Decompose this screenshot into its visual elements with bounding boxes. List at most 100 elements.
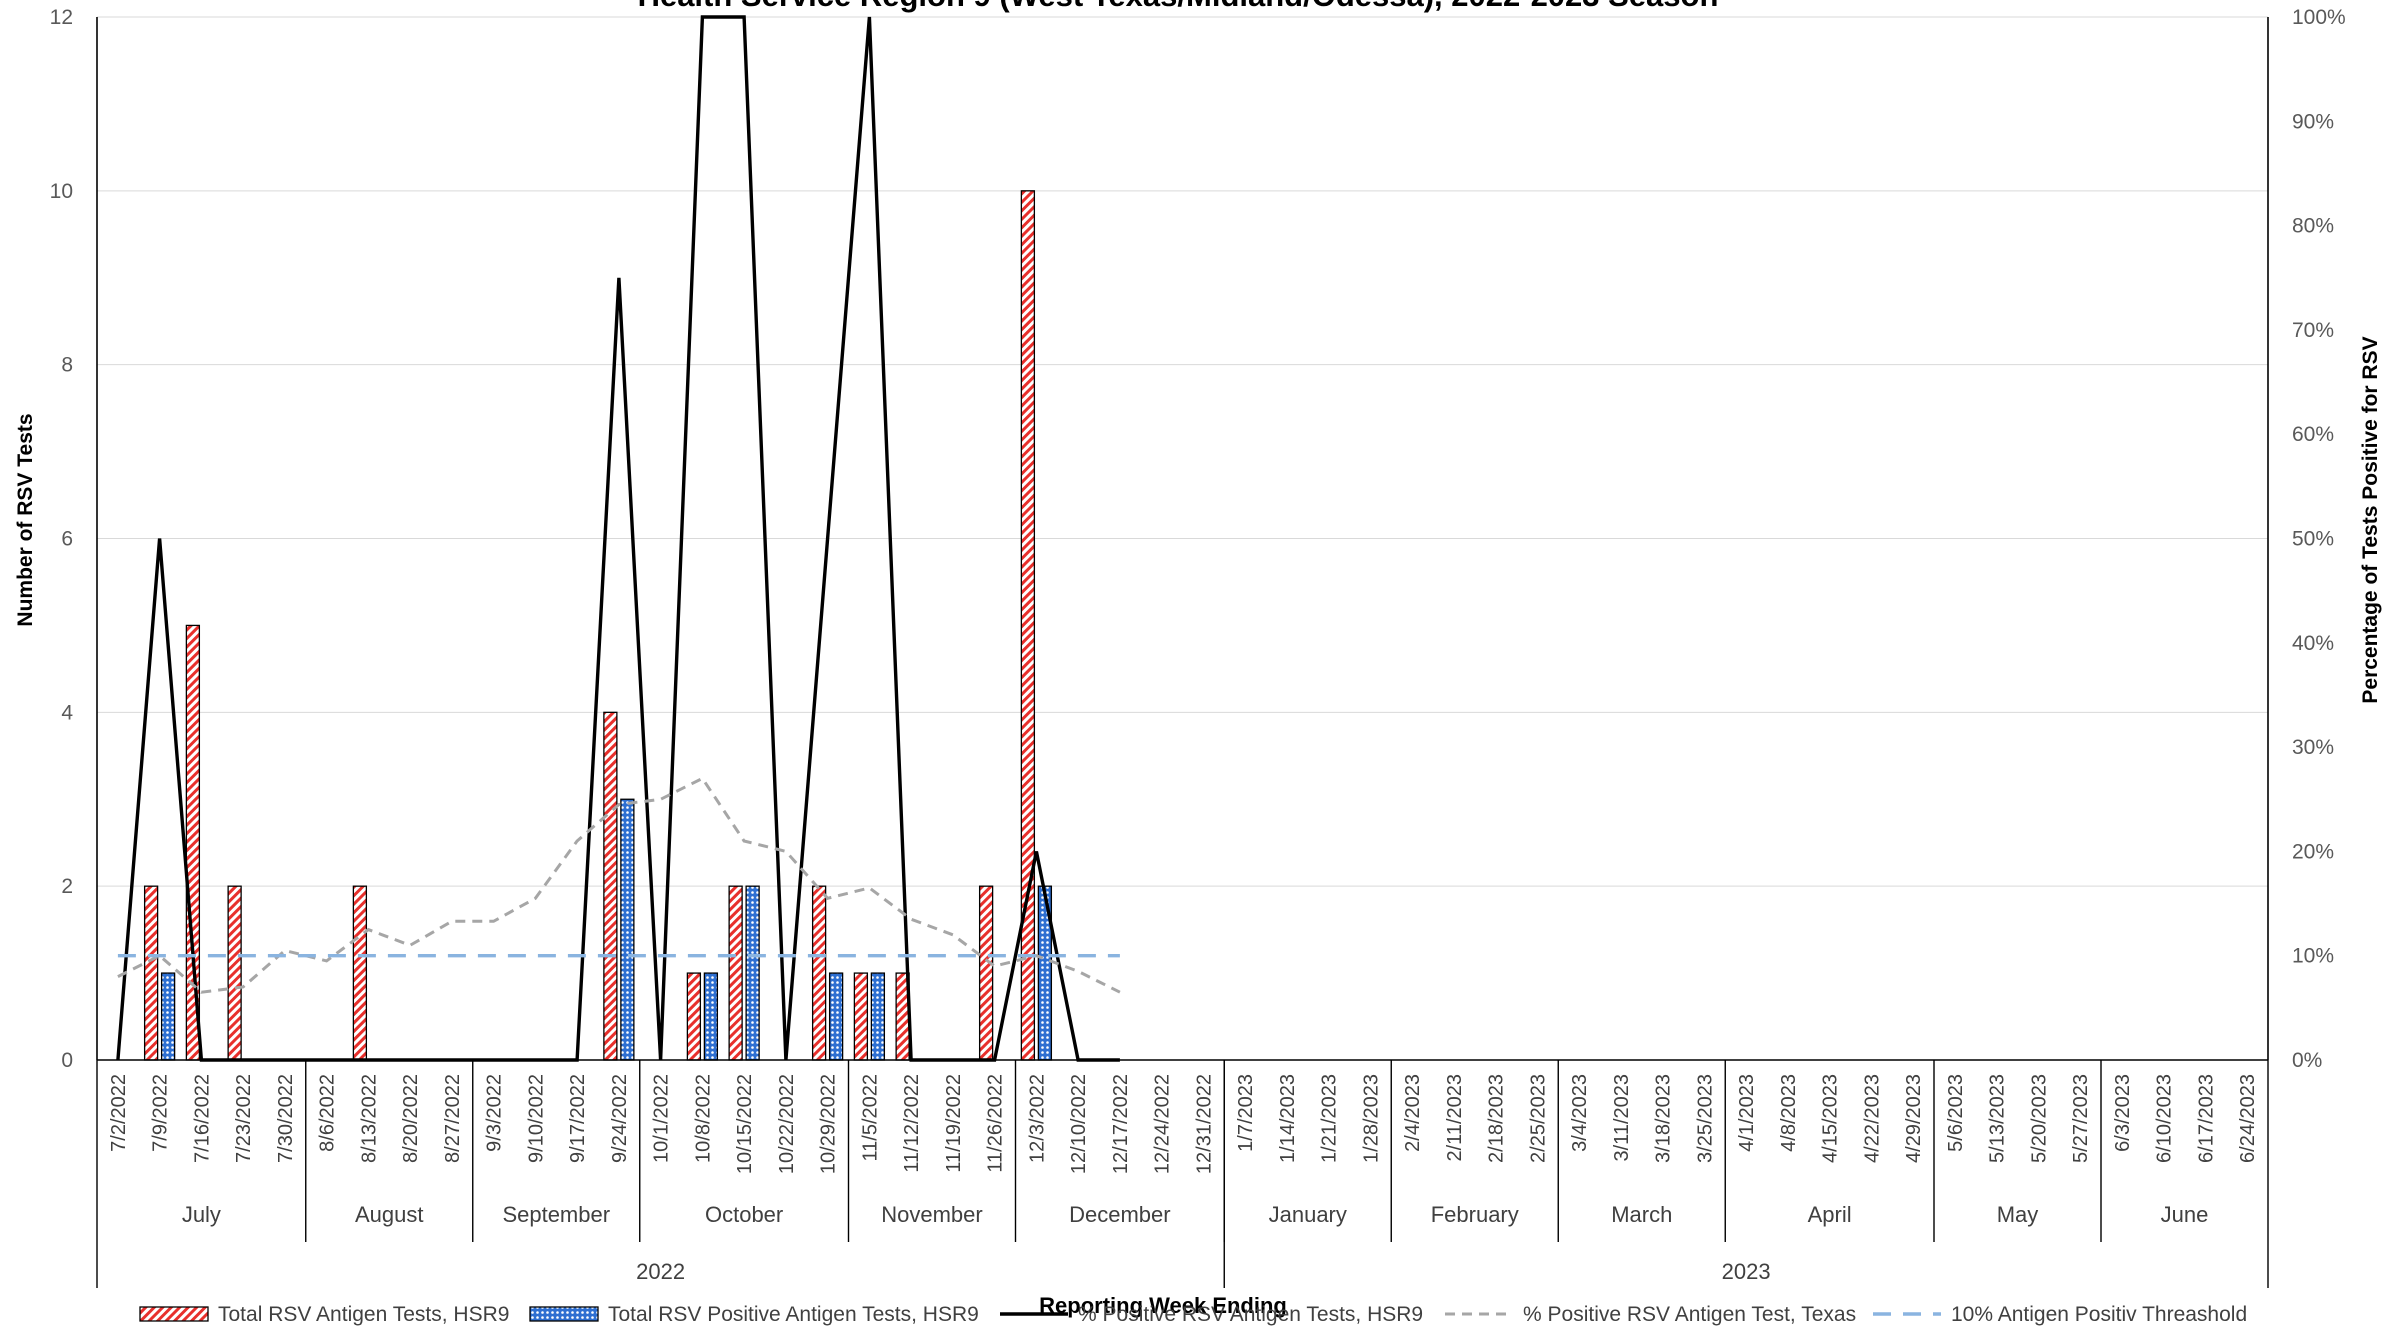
bar [620,798,635,1061]
y-tick-label: 6 [61,528,73,551]
x-tick-label: 7/23/2022 [233,1074,255,1163]
x-tick-label: 2/18/2023 [1486,1074,1508,1163]
x-tick-label: 7/30/2022 [275,1074,297,1163]
x-tick-label: 6/17/2023 [2195,1074,2217,1163]
bar [227,885,242,1061]
legend-swatch [139,1306,209,1322]
x-tick-label: 9/17/2022 [567,1074,589,1163]
y2-tick-label: 100% [2292,6,2346,29]
month-label: November [881,1202,982,1227]
x-tick-label: 12/3/2022 [1026,1074,1048,1163]
x-tick-label: 12/10/2022 [1068,1074,1090,1174]
bar [352,885,368,1061]
bar [686,972,702,1061]
y2-tick-label: 50% [2292,528,2334,551]
legend-label: Total RSV Positive Antigen Tests, HSR9 [608,1303,979,1326]
x-tick-label: 5/20/2023 [2028,1074,2050,1163]
bar [160,972,176,1061]
month-label: January [1269,1202,1347,1227]
y-tick-label: 12 [50,6,73,29]
x-tick-label: 2/25/2023 [1527,1074,1549,1163]
x-tick-label: 6/24/2023 [2237,1074,2259,1163]
x-tick-label: 4/1/2023 [1736,1074,1758,1152]
y2-tick-label: 70% [2292,319,2334,342]
y-tick-label: 4 [61,701,73,724]
month-label: October [705,1202,783,1227]
x-tick-label: 12/17/2022 [1110,1074,1132,1174]
bar [745,885,760,1061]
legend-swatch [529,1306,599,1322]
x-tick-label: 7/9/2022 [150,1074,172,1152]
year-label: 2023 [1722,1259,1771,1284]
y-tick-label: 10 [50,180,73,203]
x-tick-label: 1/7/2023 [1235,1074,1257,1152]
x-tick-label: 10/1/2022 [651,1074,673,1163]
x-tick-label: 4/15/2023 [1820,1074,1842,1163]
bar [828,972,844,1061]
x-tick-label: 11/12/2022 [901,1074,923,1173]
legend-label: Total RSV Antigen Tests, HSR9 [218,1303,509,1326]
x-tick-label: 6/10/2023 [2154,1074,2176,1163]
x-tick-label: 9/10/2022 [525,1074,547,1163]
x-tick-label: 1/28/2023 [1360,1074,1382,1163]
legend-label: % Positive RSV Antigen Test, Texas [1523,1303,1856,1326]
chart-title: Health Service Region 9 (West Texas/Midl… [638,0,1719,13]
x-tick-label: 1/21/2023 [1319,1074,1341,1163]
gridlines [97,16,2268,887]
x-tick-label: 11/19/2022 [943,1074,965,1173]
y2-tick-label: 80% [2292,215,2334,238]
bar [811,885,827,1061]
y2-axis-label: Percentage of Tests Positive for RSV [2359,336,2382,703]
legend-label: 10% Antigen Positiv Threashold [1951,1303,2247,1326]
x-tick-label: 9/3/2022 [484,1074,506,1152]
y2-tick-label: 0% [2292,1049,2322,1072]
x-tick-label: 4/8/2023 [1778,1074,1800,1152]
x-axis-label: Reporting Week Ending [1039,1293,1287,1318]
y-axis-label: Number of RSV Tests [14,413,37,626]
month-label: August [355,1202,424,1227]
x-tick-label: 10/29/2022 [818,1074,840,1174]
bar-marks [143,190,1053,1061]
x-tick-label: 2/4/2023 [1402,1074,1424,1152]
bar [978,885,994,1061]
month-label: April [1808,1202,1852,1227]
month-label: September [502,1202,610,1227]
x-tick-label: 11/5/2022 [859,1074,881,1162]
month-label: May [1997,1202,2039,1227]
bar [1020,190,1036,1061]
bar [853,972,869,1061]
x-tick-label: 8/13/2022 [358,1074,380,1163]
y2-tick-label: 60% [2292,423,2334,446]
y-tick-label: 8 [61,354,73,377]
x-tick-label: 7/16/2022 [191,1074,213,1163]
x-tick-label: 5/27/2023 [2070,1074,2092,1163]
x-tick-label: 8/20/2022 [400,1074,422,1163]
month-label: February [1431,1202,1519,1227]
x-tick-label: 9/24/2022 [609,1074,631,1163]
x-tick-label: 5/13/2023 [1987,1074,2009,1163]
x-tick-label: 3/11/2023 [1611,1074,1633,1162]
x-tick-label: 3/25/2023 [1694,1074,1716,1163]
x-tick-label: 10/8/2022 [692,1074,714,1163]
x-tick-label: 10/15/2022 [734,1074,756,1174]
x-tick-label: 8/6/2022 [317,1074,339,1152]
x-tick-label: 7/2/2022 [108,1074,130,1152]
bar [143,885,159,1061]
x-tick-label: 11/26/2022 [985,1074,1007,1173]
bar [870,972,886,1061]
x-tick-label: 4/29/2023 [1903,1074,1925,1163]
legend: Total RSV Antigen Tests, HSR9 Total RSV P… [139,1303,2247,1326]
x-tick-label: 1/14/2023 [1277,1074,1299,1163]
series-line [117,776,1121,994]
y2-tick-label: 90% [2292,110,2334,133]
x-tick-label: 6/3/2023 [2112,1074,2134,1152]
x-tick-label: 2/11/2023 [1444,1074,1466,1162]
bar [703,972,719,1061]
legend-label: % Positive RSV Antigen Tests, HSR9 [1078,1303,1423,1326]
year-label: 2022 [636,1259,685,1284]
y-tick-label: 0 [61,1049,73,1072]
x-tick-label: 5/6/2023 [1945,1074,1967,1152]
axes: 0 2 4 6 8 10 12 0% 10% 20% 30% 40% 50% 60% 70% 80% 90% 10… [50,6,2346,1288]
x-tick-label: 12/24/2022 [1152,1074,1174,1174]
month-label: June [2161,1202,2209,1227]
